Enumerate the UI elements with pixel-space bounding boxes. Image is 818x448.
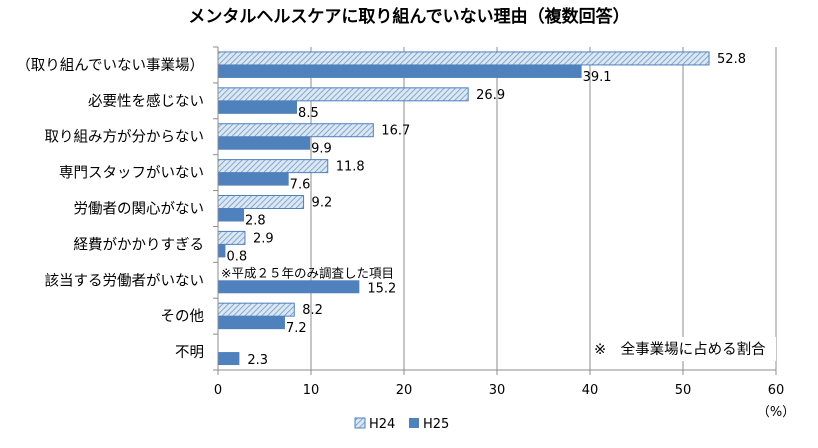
chart-title: メンタルヘルスケアに取り組んでいない理由（複数回答） xyxy=(188,6,629,27)
x-tick-label: 50 xyxy=(675,383,692,398)
value-label-h24: 26.9 xyxy=(476,88,505,103)
value-label-h25: 8.5 xyxy=(298,106,319,121)
bar-h25 xyxy=(218,352,240,366)
x-tick-label: 60 xyxy=(768,383,785,398)
value-label-h25: 2.8 xyxy=(245,214,266,229)
value-label-h25: 7.6 xyxy=(290,178,311,193)
x-tick-label: 20 xyxy=(396,383,413,398)
bar-h24 xyxy=(217,230,246,245)
value-label-h25: 39.1 xyxy=(583,70,612,85)
bar-h25 xyxy=(218,136,311,150)
legend-label-h25: H25 xyxy=(423,417,449,432)
category-label: 労働者の関心がない xyxy=(74,201,205,218)
tick-labels: 0 10 20 30 40 50 60 xyxy=(214,383,784,398)
value-label-h25: 2.3 xyxy=(247,353,268,368)
bar-h25 xyxy=(218,208,245,222)
value-label-h25: 0.8 xyxy=(226,249,247,264)
axes xyxy=(213,46,777,375)
category-label: 専門スタッフがいない xyxy=(59,165,204,182)
value-labels: 52.8 39.1 26.9 8.5 16.7 9.9 11.8 7.69.2 2.8 2.9 0.… xyxy=(226,52,746,368)
category-label: その他 xyxy=(161,308,205,325)
category-label: 経費がかかりすぎる xyxy=(74,236,205,253)
category-labels: （取り組んでいない事業場） 必要性を感じない取り組み方が分からない専門スタッフがい… xyxy=(16,57,204,361)
bar-h25 xyxy=(218,100,298,114)
bar-h25 xyxy=(218,280,360,294)
x-tick-label: 40 xyxy=(582,383,599,398)
bar-h25 xyxy=(218,172,289,186)
annotation-h25-only: ※平成２５年のみ調査した項目 xyxy=(221,265,394,280)
legend-swatch-h25 xyxy=(409,418,419,428)
bar-h24 xyxy=(217,123,374,138)
value-label-h24: 11.8 xyxy=(336,160,365,175)
bar-h24 xyxy=(217,195,305,209)
unit-label: （%） xyxy=(757,405,795,420)
annotation-share-note: ※ 全事業場に占める割合 xyxy=(594,340,766,358)
value-label-h25: 7.2 xyxy=(286,321,307,336)
value-label-h25: 15.2 xyxy=(367,281,396,296)
value-label-h25: 9.9 xyxy=(311,142,332,157)
bars xyxy=(217,51,710,366)
x-tick-label: 0 xyxy=(214,383,222,398)
value-label-h24: 16.7 xyxy=(381,124,410,139)
bar-h24 xyxy=(217,87,469,102)
x-tick-label: 30 xyxy=(489,383,506,398)
bar-h25 xyxy=(218,244,226,258)
category-label: 不明 xyxy=(175,345,204,361)
bar-h24 xyxy=(217,159,329,174)
value-label-h24: 9.2 xyxy=(312,196,333,211)
value-label-h24: 52.8 xyxy=(717,52,746,67)
value-label-h24: 8.2 xyxy=(302,303,323,318)
category-label: 取り組み方が分からない xyxy=(45,129,205,146)
value-label-h24: 2.9 xyxy=(253,231,274,246)
bar-h24 xyxy=(217,302,295,317)
category-label: （取り組んでいない事業場） xyxy=(16,57,204,74)
bar-h25 xyxy=(218,64,582,78)
category-label: 必要性を感じない xyxy=(88,93,204,110)
legend: H24 H25 xyxy=(354,417,449,432)
annotation-bg xyxy=(594,337,776,361)
legend-label-h24: H24 xyxy=(369,417,395,432)
legend-swatch-h24 xyxy=(354,417,366,429)
bar-h24 xyxy=(217,51,710,66)
bar-h25 xyxy=(218,316,285,330)
category-label: 該当する労働者がいない xyxy=(45,272,205,289)
x-tick-label: 10 xyxy=(303,383,320,398)
